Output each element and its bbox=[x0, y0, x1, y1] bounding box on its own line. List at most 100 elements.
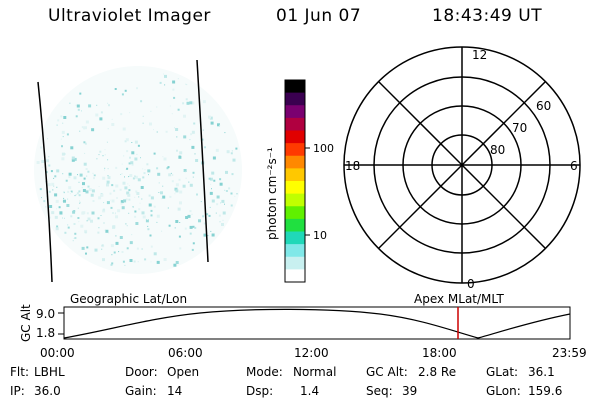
emission-speckle bbox=[179, 201, 182, 205]
info-seq-label: Seq: bbox=[366, 384, 393, 398]
emission-speckle bbox=[83, 177, 86, 180]
emission-speckle bbox=[45, 206, 47, 208]
emission-speckle bbox=[126, 247, 129, 250]
emission-speckle bbox=[94, 175, 96, 176]
emission-speckle bbox=[193, 122, 196, 125]
emission-speckle bbox=[71, 158, 75, 162]
emission-speckle bbox=[226, 150, 230, 154]
emission-speckle bbox=[41, 197, 42, 199]
emission-speckle bbox=[206, 213, 209, 216]
emission-speckle bbox=[189, 210, 192, 213]
emission-speckle bbox=[103, 202, 105, 204]
emission-speckle bbox=[110, 244, 114, 248]
emission-speckle bbox=[71, 190, 73, 193]
emission-speckle bbox=[55, 199, 59, 203]
emission-speckle bbox=[124, 176, 125, 178]
emission-speckle bbox=[134, 140, 138, 144]
emission-speckle bbox=[129, 112, 131, 114]
emission-speckle bbox=[148, 174, 149, 176]
emission-speckle bbox=[150, 209, 153, 212]
info-gain-value: 14 bbox=[167, 384, 182, 398]
terminator-left-line bbox=[37, 81, 53, 283]
emission-speckle bbox=[128, 198, 131, 201]
emission-speckle bbox=[107, 176, 111, 180]
alt-plot-xtick-1200: 12:00 bbox=[294, 346, 329, 360]
emission-speckle bbox=[150, 261, 152, 263]
emission-speckle bbox=[77, 207, 79, 209]
emission-speckle bbox=[104, 169, 105, 171]
emission-speckle bbox=[228, 187, 231, 190]
emission-speckle bbox=[174, 193, 176, 195]
emission-speckle bbox=[159, 81, 162, 84]
emission-speckle bbox=[60, 138, 62, 140]
emission-speckle bbox=[102, 258, 105, 262]
emission-speckle bbox=[106, 183, 109, 187]
emission-speckle bbox=[162, 156, 164, 158]
emission-speckle bbox=[161, 230, 163, 232]
emission-speckle bbox=[156, 260, 160, 264]
uv-image bbox=[34, 59, 242, 283]
emission-speckle bbox=[189, 225, 193, 229]
emission-speckle bbox=[211, 233, 215, 237]
emission-speckle bbox=[150, 245, 153, 248]
emission-speckle bbox=[158, 182, 160, 184]
emission-speckle bbox=[91, 189, 95, 193]
emission-speckle bbox=[185, 83, 187, 85]
emission-speckle bbox=[48, 190, 51, 193]
emission-speckle bbox=[46, 159, 49, 163]
emission-speckle bbox=[225, 170, 228, 174]
colorbar-band bbox=[285, 206, 305, 220]
emission-speckle bbox=[100, 193, 104, 197]
emission-speckle bbox=[85, 190, 89, 194]
emission-speckle bbox=[108, 232, 110, 234]
colorbar-band bbox=[285, 218, 305, 233]
info-ip-label: IP: bbox=[10, 384, 25, 398]
emission-speckle bbox=[175, 189, 179, 193]
emission-speckle bbox=[126, 150, 129, 153]
emission-speckle bbox=[216, 203, 219, 206]
emission-speckle bbox=[57, 119, 60, 122]
mlt-label-18: 18 bbox=[345, 159, 360, 173]
colorbar-band bbox=[285, 244, 305, 258]
emission-speckle bbox=[110, 206, 113, 209]
emission-speckle bbox=[84, 126, 87, 130]
emission-speckle bbox=[86, 220, 88, 222]
emission-speckle bbox=[78, 221, 80, 223]
emission-speckle bbox=[105, 229, 109, 233]
emission-speckle bbox=[125, 223, 127, 225]
emission-speckle bbox=[106, 141, 108, 143]
emission-speckle bbox=[185, 177, 187, 179]
emission-speckle bbox=[61, 152, 65, 156]
emission-speckle bbox=[99, 150, 102, 153]
emission-speckle bbox=[82, 189, 86, 192]
emission-speckle bbox=[160, 191, 163, 195]
emission-speckle bbox=[157, 172, 161, 176]
emission-speckle bbox=[236, 193, 238, 195]
emission-speckle bbox=[172, 88, 175, 91]
colorbar-frame bbox=[284, 79, 306, 283]
emission-speckle bbox=[158, 192, 160, 193]
emission-speckle bbox=[209, 191, 213, 195]
emission-speckle bbox=[72, 210, 76, 214]
emission-speckle bbox=[217, 123, 220, 127]
emission-speckle bbox=[163, 258, 167, 261]
emission-speckle bbox=[204, 146, 206, 149]
emission-speckle bbox=[61, 130, 65, 134]
emission-speckle bbox=[106, 180, 110, 184]
emission-speckle bbox=[225, 190, 228, 192]
emission-speckle bbox=[196, 193, 198, 196]
emission-speckle bbox=[176, 136, 178, 138]
colorbar: 100 10 photon cm⁻²s⁻¹ bbox=[265, 79, 334, 283]
emission-speckle bbox=[121, 173, 123, 175]
emission-speckle bbox=[141, 198, 143, 200]
emission-speckle bbox=[87, 185, 90, 188]
emission-speckle bbox=[61, 157, 65, 161]
emission-speckle bbox=[124, 89, 127, 92]
emission-speckle bbox=[96, 104, 98, 106]
emission-speckle bbox=[123, 155, 125, 157]
emission-speckle bbox=[74, 237, 77, 239]
emission-speckle bbox=[62, 122, 64, 124]
emission-speckle bbox=[198, 219, 201, 223]
emission-speckle bbox=[74, 232, 77, 235]
colorbar-tick-label-100: 100 bbox=[313, 142, 334, 155]
